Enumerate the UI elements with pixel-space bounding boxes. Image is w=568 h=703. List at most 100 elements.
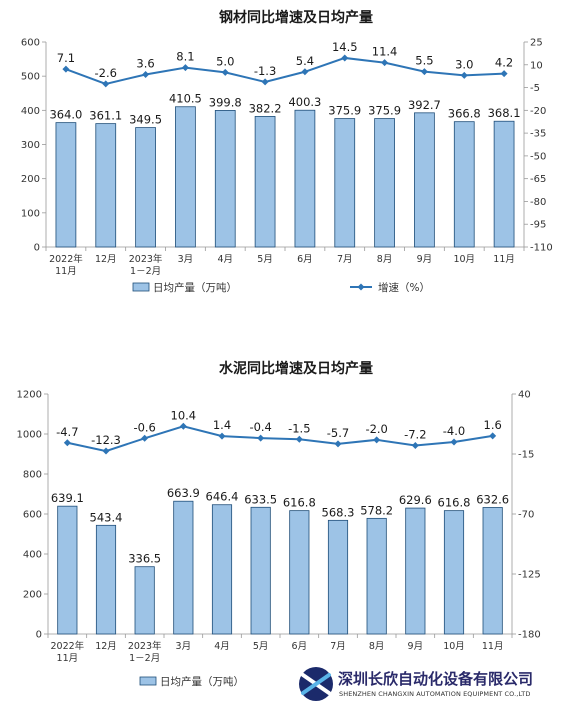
bar [294, 109, 316, 248]
growth-point [500, 70, 508, 78]
growth-point [489, 432, 497, 440]
right-tick-label: -20 [530, 106, 546, 117]
growth-value-label: -2.0 [365, 422, 387, 436]
x-tick-label: 4月 [214, 641, 230, 652]
right-tick-label: -110 [530, 243, 553, 254]
x-tick-label: 6月 [297, 254, 313, 265]
bar-value-label: 375.9 [328, 104, 361, 118]
bar [405, 507, 426, 635]
growth-point [341, 54, 349, 62]
left-tick-label: 600 [23, 510, 42, 521]
legend-bar-label: 日均产量（万吨） [160, 675, 244, 688]
chart-title: 水泥同比增速及日均产量 [219, 360, 373, 377]
bar [366, 517, 387, 635]
left-tick-label: 600 [21, 38, 40, 49]
bar-value-label: 543.4 [90, 510, 123, 524]
growth-point [420, 68, 428, 76]
growth-point [179, 422, 187, 430]
x-tick-label: 4月 [217, 254, 233, 265]
x-tick-label: 2023年 1－2月 [129, 253, 163, 277]
growth-value-label: -2.6 [95, 66, 117, 80]
left-tick-label: 200 [23, 590, 42, 601]
bar-value-label: 336.5 [128, 552, 161, 566]
bar [214, 110, 236, 248]
x-tick-label: 2023年 1－2月 [128, 640, 162, 664]
bar [327, 519, 349, 635]
company-watermark: 深圳长欣自动化设备有限公司 SHENZHEN CHANGXIN AUTOMATI… [299, 667, 533, 701]
growth-point [63, 439, 71, 447]
bar [250, 506, 271, 635]
left-tick-label: 300 [21, 140, 40, 151]
growth-point [221, 68, 229, 76]
left-tick-label: 0 [34, 243, 40, 254]
bar-value-label: 578.2 [360, 503, 393, 517]
bar-value-label: 410.5 [169, 92, 202, 106]
growth-point [450, 438, 458, 446]
cement-chart: 水泥同比增速及日均产量 0 200 400 600 800 1000 1200 40 -15 -7… [17, 360, 541, 688]
growth-value-label: -7.2 [404, 427, 426, 441]
company-name-cn: 深圳长欣自动化设备有限公司 [338, 670, 533, 688]
right-tick-label: -35 [530, 129, 546, 140]
legend-bar-swatch [139, 676, 157, 686]
growth-value-label: 14.5 [332, 40, 358, 54]
right-tick-label: -65 [530, 174, 546, 185]
bar [453, 121, 475, 248]
bar-value-label: 568.3 [322, 505, 355, 519]
growth-value-label: -5.7 [327, 426, 349, 440]
bar [95, 524, 117, 635]
left-tick-label: 100 [21, 208, 40, 219]
growth-point [295, 435, 303, 443]
growth-point [102, 447, 110, 455]
bar [55, 122, 77, 248]
x-tick-label: 5月 [257, 254, 273, 265]
right-tick-label: -70 [518, 510, 534, 521]
bar [173, 500, 194, 635]
bar-value-label: 399.8 [209, 95, 242, 109]
left-tick-label: 500 [21, 72, 40, 83]
x-tick-label: 12月 [95, 641, 117, 652]
growth-value-label: 8.1 [176, 50, 194, 64]
growth-value-label: -1.3 [254, 64, 276, 78]
x-tick-label: 8月 [369, 641, 385, 652]
right-tick-label: -180 [518, 630, 541, 641]
legend-line-label: 增速（%） [378, 281, 430, 294]
x-tick-label: 8月 [377, 254, 393, 265]
x-tick-label: 10月 [443, 641, 465, 652]
right-tick-label: -80 [530, 197, 546, 208]
right-tick-label: 25 [530, 38, 543, 49]
right-tick-label: 10 [530, 60, 543, 71]
steel-chart: 钢材同比增速及日均产量 0 100 200 300 400 500 600 25 10 -5 -20… [21, 9, 553, 294]
left-tick-label: 0 [36, 630, 42, 641]
growth-point [62, 65, 70, 73]
growth-line [65, 56, 505, 85]
growth-value-label: 5.5 [415, 54, 433, 68]
bar [374, 118, 395, 248]
bar-value-label: 632.6 [476, 492, 509, 506]
right-tick-label: -125 [518, 570, 541, 581]
growth-value-label: 1.6 [484, 418, 502, 432]
x-tick-label: 11月 [482, 641, 504, 652]
bar-value-label: 616.8 [283, 496, 316, 510]
growth-point [460, 71, 468, 79]
bar-value-label: 616.8 [438, 496, 471, 510]
growth-value-label: 7.1 [57, 51, 75, 65]
growth-point [257, 434, 265, 442]
bar [334, 118, 356, 248]
growth-value-label: -12.3 [91, 433, 121, 447]
growth-point [102, 80, 110, 88]
growth-value-label: 10.4 [171, 408, 197, 422]
growth-point [261, 78, 269, 86]
chart-title: 钢材同比增速及日均产量 [219, 9, 373, 26]
x-tick-label: 10月 [453, 254, 475, 265]
bar-value-label: 629.6 [399, 493, 432, 507]
legend-line-marker [357, 283, 365, 291]
bar [443, 510, 465, 635]
growth-value-label: 3.0 [455, 57, 473, 71]
bar-value-label: 375.9 [368, 104, 401, 118]
left-tick-label: 200 [21, 174, 40, 185]
bar [135, 127, 156, 248]
growth-value-label: 3.6 [136, 56, 154, 70]
bar-value-label: 349.5 [129, 113, 162, 127]
bar [175, 106, 196, 248]
